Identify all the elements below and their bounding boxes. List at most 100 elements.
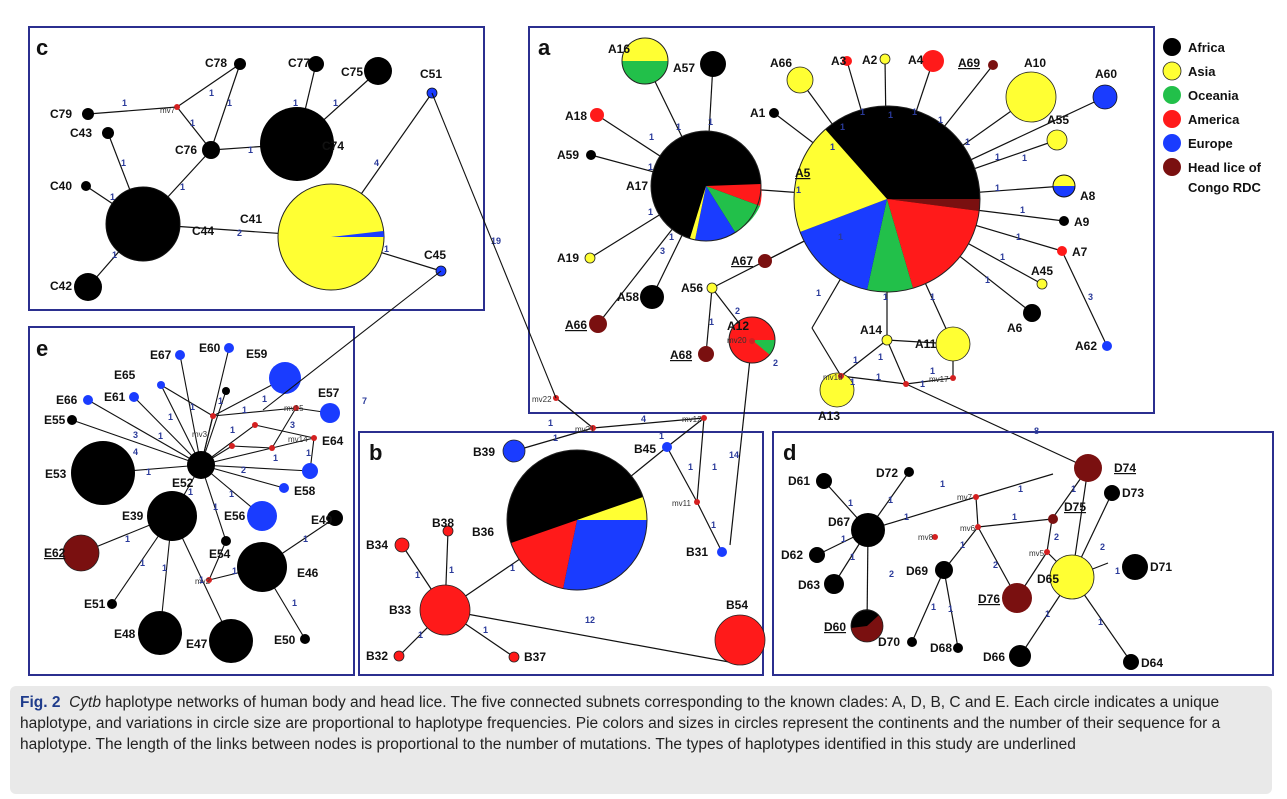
svg-text:1: 1 bbox=[273, 453, 278, 463]
legend-america-label: America bbox=[1188, 112, 1240, 127]
svg-text:1: 1 bbox=[888, 110, 893, 120]
svg-text:A7: A7 bbox=[1072, 245, 1088, 259]
svg-text:1: 1 bbox=[985, 275, 990, 285]
svg-text:1: 1 bbox=[1000, 252, 1005, 262]
svg-text:A66: A66 bbox=[770, 56, 792, 70]
svg-text:mv18: mv18 bbox=[823, 373, 843, 382]
svg-text:1: 1 bbox=[180, 182, 185, 192]
svg-text:1: 1 bbox=[553, 433, 558, 443]
svg-text:1: 1 bbox=[938, 115, 943, 125]
svg-text:1: 1 bbox=[1018, 484, 1023, 494]
svg-text:1: 1 bbox=[888, 495, 893, 505]
svg-text:1: 1 bbox=[248, 145, 253, 155]
svg-text:1: 1 bbox=[230, 425, 235, 435]
legend-congo-label-2: Congo RDC bbox=[1188, 180, 1262, 195]
svg-text:1: 1 bbox=[853, 355, 858, 365]
svg-text:1: 1 bbox=[162, 563, 167, 573]
svg-text:mv7: mv7 bbox=[160, 106, 176, 115]
svg-text:1: 1 bbox=[848, 498, 853, 508]
svg-text:1: 1 bbox=[122, 98, 127, 108]
svg-text:7: 7 bbox=[362, 396, 367, 406]
svg-text:B37: B37 bbox=[524, 650, 546, 664]
legend-africa-label: Africa bbox=[1188, 40, 1226, 55]
panel-b-letter: b bbox=[369, 440, 382, 465]
svg-text:1: 1 bbox=[883, 292, 888, 302]
svg-text:2: 2 bbox=[735, 306, 740, 316]
svg-text:1: 1 bbox=[384, 244, 389, 254]
svg-text:A11: A11 bbox=[915, 337, 937, 351]
svg-text:1: 1 bbox=[418, 630, 423, 640]
panel-c-border bbox=[28, 26, 485, 311]
panel-a-border bbox=[528, 26, 1155, 414]
svg-text:A8: A8 bbox=[1080, 189, 1096, 203]
svg-text:1: 1 bbox=[708, 117, 713, 127]
svg-text:4: 4 bbox=[374, 158, 379, 168]
svg-text:A14: A14 bbox=[860, 323, 882, 337]
svg-text:1: 1 bbox=[995, 152, 1000, 162]
svg-text:A9: A9 bbox=[1074, 215, 1090, 229]
svg-text:E51: E51 bbox=[84, 597, 106, 611]
legend-africa-swatch bbox=[1163, 38, 1181, 56]
svg-text:1: 1 bbox=[168, 412, 173, 422]
svg-text:1: 1 bbox=[838, 232, 843, 242]
svg-text:1: 1 bbox=[878, 352, 883, 362]
svg-text:1: 1 bbox=[190, 118, 195, 128]
svg-text:1: 1 bbox=[262, 394, 267, 404]
legend-congo-swatch bbox=[1163, 158, 1181, 176]
svg-text:2: 2 bbox=[773, 358, 778, 368]
svg-text:C78: C78 bbox=[205, 56, 227, 70]
svg-text:2: 2 bbox=[1100, 542, 1105, 552]
legend-europe-label: Europe bbox=[1188, 136, 1233, 151]
svg-text:C44: C44 bbox=[192, 224, 214, 238]
svg-text:A18: A18 bbox=[565, 109, 587, 123]
panel-c-letter: c bbox=[36, 35, 48, 60]
svg-text:E64: E64 bbox=[322, 434, 344, 448]
svg-text:1: 1 bbox=[688, 462, 693, 472]
svg-text:B33: B33 bbox=[389, 603, 411, 617]
svg-text:1: 1 bbox=[931, 602, 936, 612]
svg-text:E62: E62 bbox=[44, 546, 66, 560]
panel-a-nodes bbox=[584, 37, 1118, 408]
svg-text:1: 1 bbox=[876, 372, 881, 382]
svg-text:E46: E46 bbox=[297, 566, 319, 580]
svg-text:D69: D69 bbox=[906, 564, 928, 578]
svg-text:D73: D73 bbox=[1122, 486, 1144, 500]
svg-text:B34: B34 bbox=[366, 538, 388, 552]
svg-text:B38: B38 bbox=[432, 516, 454, 530]
svg-text:1: 1 bbox=[676, 122, 681, 132]
svg-text:A58: A58 bbox=[617, 290, 639, 304]
svg-text:1: 1 bbox=[669, 232, 674, 242]
svg-text:3: 3 bbox=[290, 420, 295, 430]
svg-text:E65: E65 bbox=[114, 368, 136, 382]
svg-text:E53: E53 bbox=[45, 467, 67, 481]
svg-text:mv7: mv7 bbox=[957, 493, 973, 502]
svg-text:E58: E58 bbox=[294, 484, 316, 498]
svg-text:C77: C77 bbox=[288, 56, 310, 70]
svg-text:1: 1 bbox=[995, 183, 1000, 193]
svg-text:mv21: mv21 bbox=[575, 425, 595, 434]
svg-text:1: 1 bbox=[1045, 609, 1050, 619]
svg-text:1: 1 bbox=[227, 98, 232, 108]
legend-america-swatch bbox=[1163, 110, 1181, 128]
svg-text:1: 1 bbox=[816, 288, 821, 298]
svg-text:D65: D65 bbox=[1037, 572, 1059, 586]
svg-text:A56: A56 bbox=[681, 281, 703, 295]
svg-text:1: 1 bbox=[229, 489, 234, 499]
svg-text:E55: E55 bbox=[44, 413, 66, 427]
svg-text:2: 2 bbox=[237, 228, 242, 238]
svg-text:1: 1 bbox=[190, 402, 195, 412]
svg-text:4: 4 bbox=[641, 414, 646, 424]
svg-text:1: 1 bbox=[960, 540, 965, 550]
svg-text:A69: A69 bbox=[958, 56, 980, 70]
svg-text:D75: D75 bbox=[1064, 500, 1086, 514]
svg-text:D70: D70 bbox=[878, 635, 900, 649]
svg-text:D68: D68 bbox=[930, 641, 952, 655]
svg-text:A60: A60 bbox=[1095, 67, 1117, 81]
svg-text:B36: B36 bbox=[472, 525, 494, 539]
svg-text:mv14: mv14 bbox=[288, 435, 308, 444]
svg-text:E52: E52 bbox=[172, 476, 194, 490]
svg-text:mv22: mv22 bbox=[532, 395, 552, 404]
svg-text:1: 1 bbox=[841, 534, 846, 544]
svg-text:mv15: mv15 bbox=[284, 404, 304, 413]
